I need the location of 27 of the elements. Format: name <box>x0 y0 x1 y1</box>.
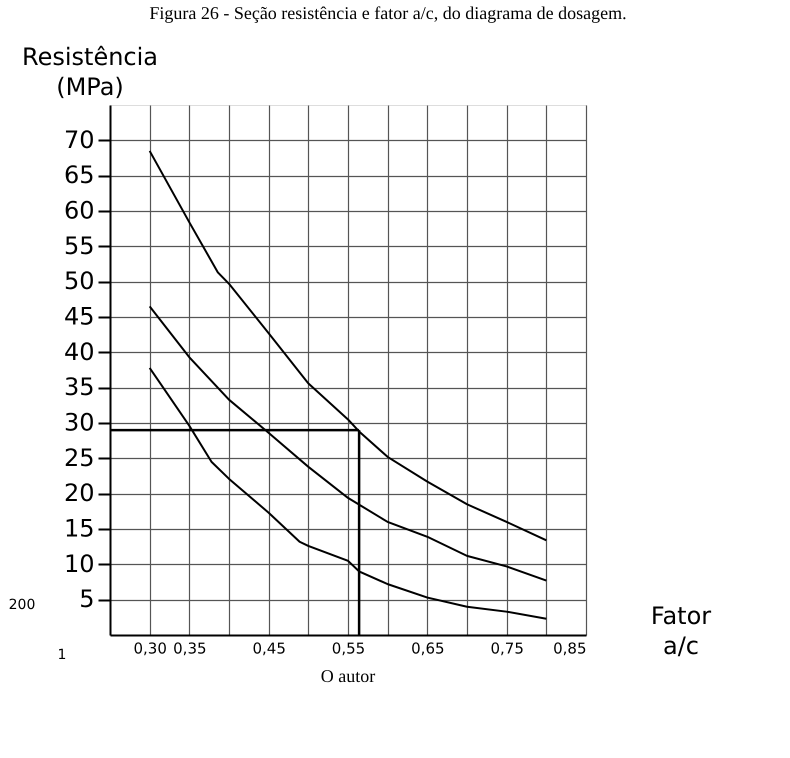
y-tick-label: 10 <box>64 550 94 578</box>
x-tick-label: 0,75 <box>490 640 524 658</box>
y-tick-label: 40 <box>64 338 94 366</box>
chart-title: Figura 26 - Seção resistência e fator a/c, do diagrama de dosagem. <box>149 3 627 23</box>
x-tick-label: 0,45 <box>252 640 286 658</box>
x-tick-label: 0,55 <box>332 640 366 658</box>
y-tick-label: 30 <box>64 408 94 436</box>
y-tick-label: 50 <box>64 267 94 296</box>
y-tick-label: 5 <box>79 585 94 614</box>
y-tick-label: 20 <box>64 479 94 508</box>
x-tick-label: 0,35 <box>173 640 207 658</box>
y-tick-label: 60 <box>64 196 94 224</box>
y-axis-title: Resistência (MPa) <box>22 43 158 101</box>
x-tick-label: 0,65 <box>411 640 445 658</box>
y-tick-label: 25 <box>64 444 94 472</box>
text: 1 <box>58 647 66 663</box>
y-tick-label: 55 <box>64 232 94 260</box>
text: O autor <box>320 666 376 686</box>
text: 200 <box>8 597 36 613</box>
y-tick-label: 35 <box>64 373 94 402</box>
y-tick-label: 45 <box>64 302 94 330</box>
x-tick-label: 0,85 <box>553 640 586 658</box>
y-tick-label: 15 <box>64 514 94 542</box>
y-tick-label: 65 <box>64 161 94 190</box>
x-tick-label: 0,30 <box>133 640 167 658</box>
y-tick-label: 70 <box>64 126 94 154</box>
x-axis-title: Fator a/c <box>650 602 712 660</box>
